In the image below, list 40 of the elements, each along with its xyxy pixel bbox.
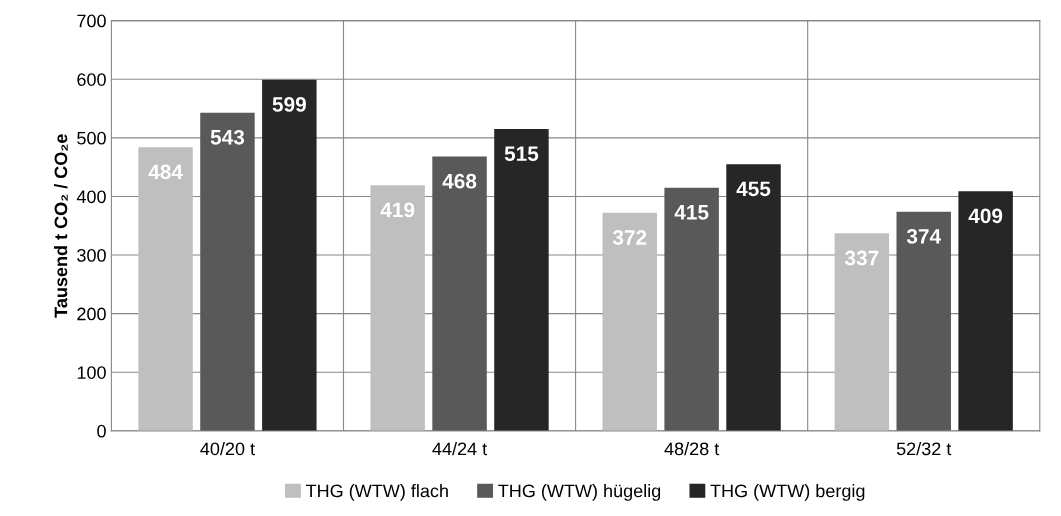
data-label: 337 [844,250,879,266]
x-tick-label: 40/20 t [200,441,255,456]
legend-label: THG (WTW) bergig [710,484,865,501]
y-axis-title: Tausend t CO₂ / CO₂e [54,134,68,318]
bar [432,156,487,431]
y-tick-label: 700 [77,14,106,28]
data-label: 484 [148,164,183,180]
bar [138,147,193,431]
y-tick-label: 500 [77,131,106,145]
data-label: 515 [504,146,539,162]
y-tick-label: 100 [77,366,106,379]
data-label: 372 [612,230,647,245]
y-tick-label: 600 [77,73,106,86]
x-tick-label: 52/32 t [896,441,952,456]
bar [896,211,951,431]
data-label: 468 [442,173,477,189]
data-label: 374 [906,228,941,244]
bar [834,233,890,431]
bar [602,212,657,431]
bar [200,112,255,431]
data-label: 455 [736,181,771,197]
data-label: 415 [674,205,709,220]
bar [262,79,317,431]
x-tick-label: 48/28 t [664,441,720,456]
data-label: 409 [968,208,1003,224]
bar [370,185,425,431]
bar [664,187,719,431]
y-tick-label: 200 [77,307,106,321]
data-label: 543 [210,129,245,145]
y-tick-label: 300 [77,248,106,262]
legend-label: THG (WTW) flach [305,484,448,501]
bar [494,129,549,431]
x-tick-label: 44/24 t [432,441,488,456]
bar [958,191,1013,431]
y-tick-label: 0 [97,424,106,438]
bar [726,164,781,431]
data-label: 419 [380,202,415,218]
data-label: 599 [272,97,306,112]
y-tick-label: 400 [76,190,106,204]
legend-label: THG (WTW) hügelig [498,484,661,501]
